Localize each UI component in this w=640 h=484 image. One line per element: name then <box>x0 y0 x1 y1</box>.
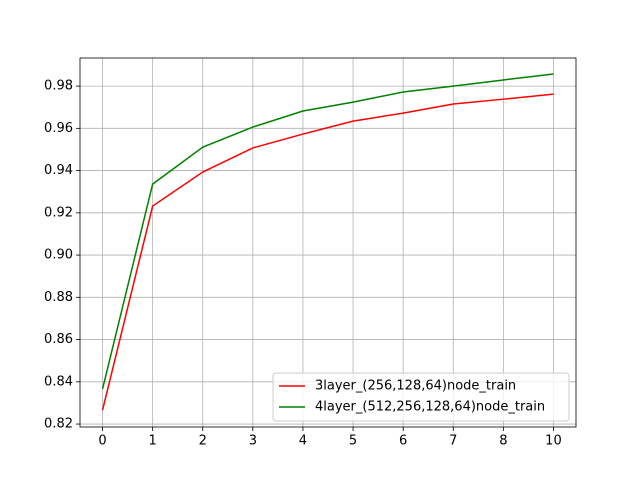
y-tick-label: 0.88 <box>44 290 73 305</box>
x-tick-label: 7 <box>449 434 457 449</box>
y-tick-label: 0.86 <box>44 332 73 347</box>
x-tick-label: 2 <box>199 434 207 449</box>
y-tick-label: 0.94 <box>44 163 73 178</box>
x-tick-label: 10 <box>545 434 562 449</box>
x-tick-label: 4 <box>299 434 307 449</box>
x-tick-label: 3 <box>249 434 257 449</box>
y-tick-label: 0.98 <box>44 79 73 94</box>
x-tick-label: 1 <box>149 434 157 449</box>
axes-frame <box>79 57 577 428</box>
legend-box <box>272 372 570 422</box>
series-line <box>101 73 554 390</box>
x-tick-label: 6 <box>399 434 407 449</box>
y-tick-label: 0.90 <box>44 248 73 263</box>
legend-label: 4layer_(512,256,128,64)node_train <box>315 400 545 415</box>
legend: 3layer_(256,128,64)node_train 4layer_(512… <box>272 372 570 422</box>
x-tick-label: 8 <box>499 434 507 449</box>
y-tick-label: 0.84 <box>44 374 73 389</box>
x-tick-label: 5 <box>349 434 357 449</box>
y-tick-label: 0.96 <box>44 121 73 136</box>
x-tick-label: 0 <box>98 434 106 449</box>
legend-label: 3layer_(256,128,64)node_train <box>315 379 516 394</box>
y-tick-label: 0.82 <box>44 417 73 432</box>
series-line <box>101 93 554 411</box>
y-tick-label: 0.92 <box>44 205 73 220</box>
